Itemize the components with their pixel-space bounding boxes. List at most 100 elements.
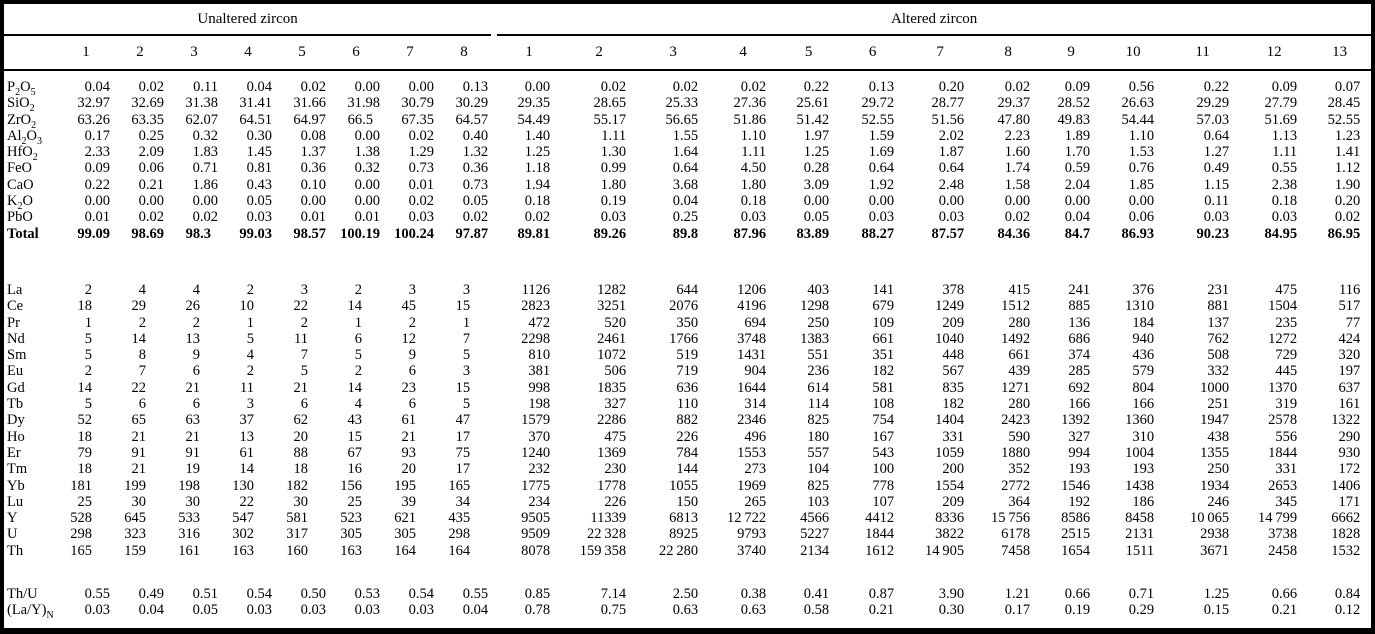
cell: 517	[1338, 298, 1361, 315]
cell: 0.43	[246, 176, 272, 193]
cell: 164	[394, 542, 416, 559]
cell: 0.25	[672, 209, 699, 226]
cell: 167	[872, 428, 895, 445]
cell: 0.50	[300, 586, 326, 603]
cell: 1360	[1125, 412, 1155, 429]
cell: 86.95	[1327, 225, 1361, 242]
table-row: Th/U 0.55 0.49 0.51 0.54 0.50 0.53 0.54 0.55 0.85…	[4, 586, 1371, 602]
cell: 1.69	[868, 144, 895, 161]
cell: 141	[872, 281, 895, 298]
cell: 778	[872, 477, 895, 494]
cell: 31.66	[293, 95, 326, 112]
cell: 1406	[1331, 477, 1361, 494]
cell: 881	[1207, 298, 1230, 315]
table-row: Ce 18 29 26 10 22 14 45 15 2823 3251 2076 4196 1298 67…	[4, 298, 1371, 314]
cell: 0.05	[803, 209, 830, 226]
cell: 6	[354, 330, 362, 347]
cell: 0.03	[1271, 209, 1298, 226]
cell: 327	[1068, 428, 1091, 445]
cell: 323	[124, 526, 146, 543]
cell: 63.35	[131, 111, 164, 128]
cell: 719	[676, 363, 699, 380]
cell: 8458	[1125, 510, 1155, 527]
cell: 0.02	[1004, 79, 1031, 95]
cell: 0.03	[300, 602, 326, 619]
table-row: Ho 18 21 21 13 20 15 21 17 370 475 226 496 180 167 331 5…	[4, 429, 1371, 445]
cell: 29.29	[1196, 95, 1230, 112]
cell: 14	[347, 379, 363, 396]
cell: 0.01	[408, 176, 434, 193]
cell: 3	[246, 396, 254, 413]
cell: 520	[604, 314, 627, 331]
cell: 0.06	[1128, 209, 1155, 226]
cell: 1766	[669, 330, 699, 347]
cell: 232	[528, 461, 551, 478]
cell: 825	[807, 477, 830, 494]
row-label: Th/U	[7, 586, 38, 603]
cell: 1.86	[192, 176, 218, 193]
cell: 107	[872, 493, 895, 510]
cell: 9	[408, 347, 416, 364]
cell: 67.35	[401, 111, 434, 128]
cell: 904	[744, 363, 767, 380]
cell: 7	[462, 330, 471, 347]
cell: 0.12	[1334, 602, 1361, 619]
cell: 15	[455, 298, 471, 315]
cell: 26.63	[1121, 95, 1155, 112]
cell: 5	[300, 363, 308, 380]
cell: 438	[1207, 428, 1230, 445]
cell: 55.17	[593, 111, 627, 128]
cell: 12 722	[726, 510, 767, 527]
cell: 1.15	[1203, 176, 1230, 193]
cell: 0.01	[354, 209, 380, 226]
table-row: Dy 52 65 63 37 62 43 61 47 1579 2286 882 2346 825 754 1…	[4, 412, 1371, 428]
cell: 159 358	[579, 542, 627, 559]
table-row: SiO2 32.97 32.69 31.38 31.41 31.66 31.98 30.79 3…	[4, 95, 1371, 113]
cell: 567	[942, 363, 965, 380]
group-label-unaltered: Unaltered zircon	[197, 10, 298, 27]
cell: 15	[347, 428, 363, 445]
cell: 1282	[597, 281, 627, 298]
cell: 0.09	[1064, 79, 1091, 95]
cell: 2	[138, 314, 146, 331]
cell: 0.36	[462, 160, 489, 177]
row-label: Dy	[7, 412, 25, 429]
cell: 21	[293, 379, 309, 396]
cell: 172	[1338, 461, 1361, 478]
cell: 1.29	[408, 144, 434, 161]
cell: 51.69	[1264, 111, 1298, 128]
cell: 251	[1207, 396, 1230, 413]
cell: 1.80	[740, 176, 767, 193]
cell: 250	[1207, 461, 1230, 478]
cell: 226	[604, 493, 627, 510]
cell: 209	[942, 314, 965, 331]
cell: 6	[138, 396, 146, 413]
cell: 51.86	[733, 111, 767, 128]
cell: 56.65	[665, 111, 699, 128]
cell: 637	[1338, 379, 1361, 396]
cell: 114	[807, 396, 830, 413]
cell: 0.22	[84, 176, 110, 193]
cell: 0.64	[672, 160, 699, 177]
table-row: Eu 2 7 6 2 5 2 6 3 381 506 719 904 236 182 567 439 285 579…	[4, 363, 1371, 379]
cell: 100.19	[340, 225, 380, 242]
cell: 65	[131, 412, 147, 429]
cell: 7.14	[600, 586, 627, 603]
cell: 15 756	[990, 510, 1031, 527]
cell: 2.50	[672, 586, 699, 603]
cell: 305	[394, 526, 416, 543]
cell: 0.78	[524, 602, 551, 619]
cell: 5	[354, 347, 362, 364]
cell: 0.05	[246, 193, 272, 210]
cell: 230	[604, 461, 627, 478]
cell: 45	[401, 298, 417, 315]
cell: 22	[131, 379, 147, 396]
cell: 29.35	[517, 95, 551, 112]
cell: 83.89	[796, 225, 830, 242]
cell: 1.97	[803, 127, 830, 144]
cell: 0.30	[246, 127, 272, 144]
column-header-unaltered-2: 2	[136, 44, 144, 60]
table-row: Tm 18 21 19 14 18 16 20 17 232 230 144 273 104 100 200 3…	[4, 461, 1371, 477]
cell: 3671	[1200, 542, 1230, 559]
cell: 51.42	[796, 111, 830, 128]
